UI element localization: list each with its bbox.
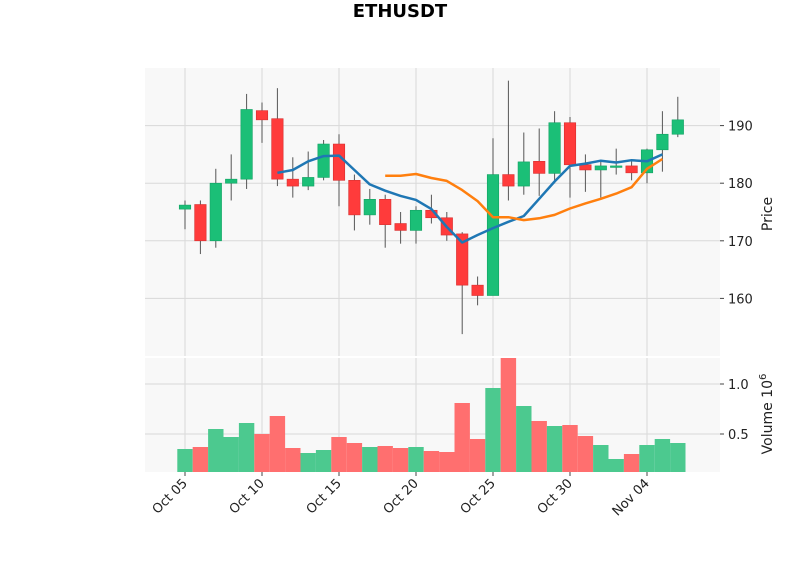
moving-average-lines [277, 153, 664, 244]
volume-bar [423, 451, 440, 472]
candle-body [563, 122, 577, 166]
candle-body [363, 199, 376, 216]
volume-bar [208, 429, 224, 472]
volume-bar [469, 439, 486, 472]
volume-bar [593, 445, 609, 472]
chart-title: ETHUSDT [352, 1, 448, 22]
candle-body [240, 109, 253, 180]
x-tick-label: Oct 25 [458, 476, 499, 517]
candle-body [209, 182, 222, 242]
volume-bar [315, 450, 332, 472]
volume-axis-label: Volume 106 [758, 374, 776, 455]
volume-bar [562, 425, 578, 472]
candle-body [579, 164, 592, 171]
candle-body [610, 165, 623, 168]
x-tick-label: Nov 04 [610, 476, 653, 519]
volume-bar [346, 443, 363, 472]
candle-body [379, 199, 392, 225]
volume-tick-label: 1.0 [728, 378, 749, 393]
candle-body [533, 161, 546, 174]
moving-average-line [277, 153, 663, 244]
volume-tick-label: 0.5 [728, 428, 749, 443]
candle-body [348, 180, 361, 216]
candle-body [394, 223, 407, 231]
candle-body [671, 119, 684, 135]
volume-bar [377, 446, 393, 472]
candle-body [332, 143, 346, 181]
x-tick-label: Oct 20 [381, 476, 422, 517]
volume-axis-label-text: Volume 10 [760, 380, 776, 454]
candle-body [656, 133, 669, 151]
volume-bar [608, 459, 624, 472]
x-tick-label: Oct 10 [227, 476, 268, 517]
candle-body [271, 118, 284, 180]
volume-bar [269, 416, 286, 472]
volume-bar [670, 443, 686, 472]
price-tick-label: 190 [728, 120, 753, 135]
volume-bar [285, 448, 301, 472]
volume-bar [331, 437, 347, 472]
candle-body [317, 143, 330, 178]
volume-bar [516, 406, 532, 472]
candle-body [286, 178, 299, 187]
candle-body [625, 165, 638, 174]
candle-body [502, 174, 515, 187]
x-tick-label: Oct 30 [535, 476, 576, 517]
volume-bar [577, 436, 594, 472]
volume-bar [300, 453, 316, 472]
volume-bar [654, 439, 671, 472]
volume-bar [623, 454, 640, 472]
candle-body [255, 110, 269, 121]
volume-axis-exponent: 6 [758, 374, 769, 380]
candle-body [471, 284, 484, 296]
price-axis-label: Price [760, 197, 776, 231]
candle-body [225, 178, 238, 184]
volume-bar [254, 434, 270, 472]
candle-body [409, 209, 423, 231]
candle-body [548, 122, 561, 174]
price-tick-label: 160 [728, 292, 753, 307]
volume-bar [192, 447, 209, 472]
candle-body [456, 233, 469, 286]
volume-bar [223, 437, 239, 472]
x-tick-label: Oct 15 [304, 476, 345, 517]
moving-average-line [385, 157, 664, 222]
candle-body [302, 177, 315, 187]
candle-body [486, 174, 500, 296]
volume-bar [531, 421, 547, 472]
volume-bar [454, 403, 470, 472]
volume-bar [238, 423, 255, 472]
volume-bar [639, 445, 655, 472]
volume-bar [546, 426, 563, 472]
volume-bar [177, 449, 193, 472]
volume-bar [408, 447, 424, 472]
price-tick-label: 180 [728, 177, 753, 192]
candle-body [517, 161, 530, 187]
volume-bar [362, 447, 378, 472]
price-tick-label: 170 [728, 235, 753, 250]
volume-bar [485, 388, 501, 472]
volume-bar [392, 448, 409, 472]
volume-bars [177, 358, 686, 472]
candle-body [594, 165, 607, 171]
candle-body [194, 204, 207, 242]
volume-bar [500, 358, 517, 472]
candle-body [178, 204, 192, 210]
volume-bar [439, 452, 455, 472]
x-tick-label: Oct 05 [150, 476, 191, 517]
